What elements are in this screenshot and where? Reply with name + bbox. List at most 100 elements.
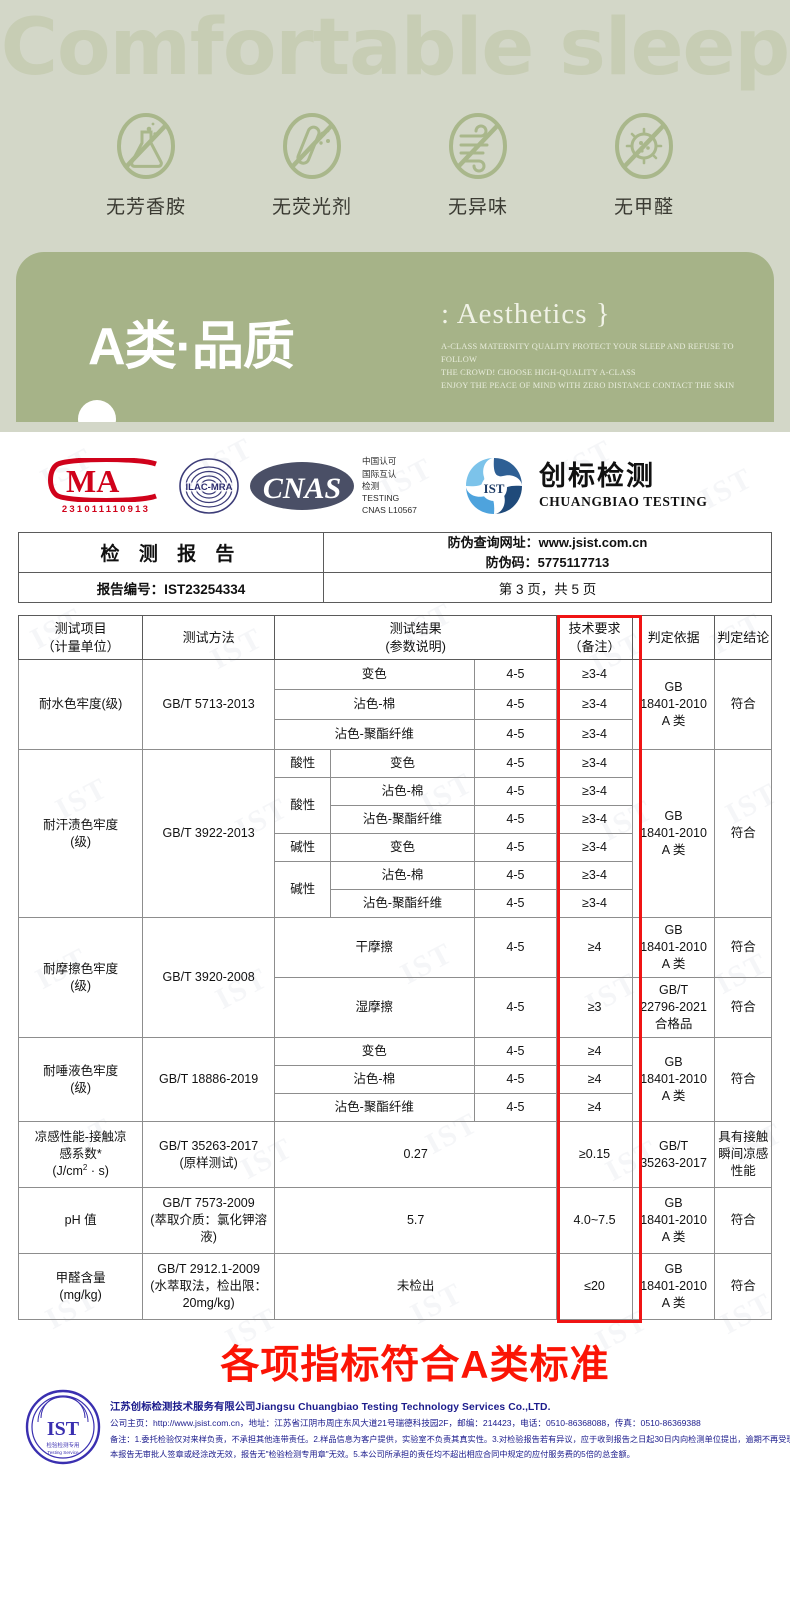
test-item: 耐汗渍色牢度 (级) (17, 749, 144, 918)
tech-requirement: ≥3-4 (556, 861, 633, 890)
sub-item-name: 沾色-聚酯纤维 (330, 889, 475, 918)
basis-line: GB/T (658, 1138, 689, 1153)
brand-name-en: CHUANGBIAO TESTING (538, 494, 708, 510)
col-head-method: 测试方法 (142, 615, 275, 660)
basis-line: A 类 (661, 956, 686, 971)
test-results-table: 测试项目 （计量单位） 测试方法 测试结果 (参数说明) 技术要求 （备注） (17, 615, 772, 1320)
table-row: 耐摩擦色牢度 (级) GB/T 3920-2008 干摩擦 4-5 ≥4 GB … (17, 917, 772, 1038)
basis-line: GB (664, 1196, 683, 1211)
col-head-line: 判定结论 (717, 629, 770, 645)
table-row: 耐唾液色牢度 (级) GB/T 18886-2019 变色 4-5 ≥4 GB … (17, 1037, 772, 1122)
footer-note-line-1: 备注：1.委托检验仅对来样负责，不承担其他连带责任。2.样品信息为客户提供，实验… (110, 1435, 790, 1444)
test-result: 4-5 (473, 719, 558, 750)
svg-text:Testing Service: Testing Service (47, 1450, 79, 1455)
judgement-conclusion: 符合 (714, 1037, 772, 1122)
feature-label: 无芳香胺 (105, 197, 186, 218)
sub-item-name: 变色 (274, 659, 475, 690)
sub-item-name: 变色 (330, 833, 475, 862)
method-line: (水萃取法，检出限： (150, 1279, 267, 1294)
tech-requirement: ≥3 (556, 977, 633, 1038)
tech-requirement: ≥4 (556, 1065, 633, 1094)
col-head-basis: 判定依据 (631, 615, 716, 660)
col-head-requirement: 技术要求 （备注） (556, 615, 633, 660)
test-item-line: 凉感性能-接触凉 (34, 1130, 127, 1145)
test-item-line: (级) (70, 1080, 92, 1095)
ist-swirl-logo-icon: IST (463, 455, 525, 517)
cnas-line: 国际互认 (362, 468, 397, 479)
test-result: 4-5 (473, 917, 558, 978)
unit-post: · s) (87, 1164, 109, 1179)
test-method: GB/T 35263-2017 (原样测试) (142, 1121, 275, 1188)
sub-item-name: 沾色-聚酯纤维 (274, 1093, 475, 1122)
test-result: 4-5 (473, 1065, 558, 1094)
table-row: 沾色-聚酯纤维 4-5 ≥4 (19, 1093, 772, 1122)
hero-feature-list: 无芳香胺 无荧光剂 (0, 112, 790, 219)
sub-item-name: 沾色-聚酯纤维 (330, 805, 475, 834)
judgement-basis: GB/T 35263-2017 (631, 1121, 716, 1188)
footer-text-block: 江苏创标检测技术服务有限公司Jiangsu Chuangbiao Testing… (110, 1386, 790, 1460)
feature-item-no-fluorescent-agent: 无荧光剂 (257, 112, 367, 219)
method-line: 液) (200, 1229, 217, 1244)
basis-line: 18401-2010 (640, 940, 707, 955)
test-item-line: 耐摩擦色牢度 (43, 961, 119, 976)
test-method: GB/T 18886-2019 (142, 1037, 275, 1122)
ph-type: 碱性 (273, 861, 332, 918)
table-row: 沾色-聚酯纤维 4-5 ≥3-4 (19, 805, 772, 834)
test-result: 4-5 (473, 689, 558, 720)
cnas-line: TESTING (362, 493, 400, 504)
method-line: GB/T 7573-2009 (162, 1196, 255, 1211)
tech-requirement: ≥4 (556, 917, 633, 978)
tech-requirement: ≤20 (556, 1253, 633, 1320)
judgement-conclusion: 符合 (714, 917, 772, 978)
test-item-unit: (J/cm2 · s) (20, 1163, 141, 1180)
sub-item-name: 沾色-棉 (274, 1065, 475, 1094)
test-result: 4-5 (473, 1037, 558, 1066)
ph-type: 碱性 (273, 833, 332, 862)
method-line: GB/T 2912.1-2009 (157, 1262, 260, 1277)
report-number: 报告编号：IST23254334 (18, 572, 324, 603)
sub-item-name: 干摩擦 (274, 917, 475, 978)
test-item: 耐水色牢度(级) (17, 659, 144, 750)
test-item: 凉感性能-接触凉 感系数* (J/cm2 · s) (17, 1121, 144, 1188)
table-row: 沾色-聚酯纤维 4-5 ≥3-4 (19, 719, 772, 750)
ist-brand-names: 创标检测 CHUANGBIAO TESTING (538, 461, 708, 511)
basis-line: 18401-2010 (640, 1072, 707, 1087)
test-item-line: 耐汗渍色牢度 (43, 817, 119, 832)
footer-note-line-2: 本报告无审批人签章或经涂改无效，报告无"检验检测专用章"无效。5.本公司所承担的… (110, 1450, 635, 1459)
table-row: 湿摩擦 4-5 ≥3 GB/T 22796-2021 合格品 符合 (19, 977, 772, 1038)
judgement-basis: GB 18401-2010 A 类 (631, 659, 716, 750)
col-head-result: 测试结果 (参数说明) (273, 615, 558, 660)
basis-line: 35263-2017 (640, 1155, 707, 1170)
quality-banner-wrap: A类·品质 : Aesthetics } A-CLASS MATERNITY Q… (0, 252, 790, 432)
sub-item-name: 变色 (274, 1037, 475, 1066)
judgement-basis: GB 18401-2010 A 类 (631, 1037, 716, 1122)
basis-line: A 类 (661, 842, 686, 857)
judgement-conclusion: 符合 (714, 977, 772, 1038)
col-head-line: 测试项目 (54, 620, 107, 636)
test-item-line: (级) (70, 834, 92, 849)
table-row: pH 值 GB/T 7573-2009 (萃取介质：氯化钾溶 液) 5.7 4.… (17, 1187, 772, 1254)
quality-banner: A类·品质 : Aesthetics } A-CLASS MATERNITY Q… (16, 252, 774, 422)
table-row: 报告编号：IST23254334 第 3 页，共 5 页 (18, 572, 773, 603)
basis-line: GB (664, 809, 683, 824)
basis-line: A 类 (661, 713, 686, 728)
ist-brand-block: IST 创标检测 CHUANGBIAO TESTING (463, 455, 707, 517)
company-name: 江苏创标检测技术服务有限公司Jiangsu Chuangbiao Testing… (110, 1402, 551, 1413)
basis-line: GB (664, 1262, 683, 1277)
test-method: GB/T 3922-2013 (142, 749, 275, 918)
banner-subtitle-line: A-CLASS MATERNITY QUALITY PROTECT YOUR S… (441, 342, 734, 365)
test-result: 4-5 (473, 833, 558, 862)
svg-text:检验检测专用: 检验检测专用 (46, 1441, 79, 1449)
test-result: 5.7 (273, 1187, 558, 1254)
test-result: 4-5 (473, 861, 558, 890)
table-row: 沾色-棉 4-5 ≥4 (19, 1065, 772, 1094)
report-header-table: 检 测 报 告 防伪查询网址：www.jsist.com.cn 防伪码：5775… (18, 532, 773, 603)
judgement-conclusion: 符合 (714, 1253, 772, 1320)
table-row: 凉感性能-接触凉 感系数* (J/cm2 · s) GB/T 35263-201… (17, 1121, 772, 1188)
basis-line: 18401-2010 (640, 1213, 707, 1228)
page-info: 第 3 页，共 5 页 (322, 572, 773, 603)
sub-item-name: 沾色-聚酯纤维 (274, 719, 475, 750)
table-row: 耐汗渍色牢度 (级) GB/T 3922-2013 酸性 变色 4-5 ≥3-4… (17, 749, 772, 918)
test-result: 4-5 (473, 777, 558, 806)
cnas-description: 中国认可 国际互认 检测 TESTING CNAS L10567 (362, 455, 417, 516)
